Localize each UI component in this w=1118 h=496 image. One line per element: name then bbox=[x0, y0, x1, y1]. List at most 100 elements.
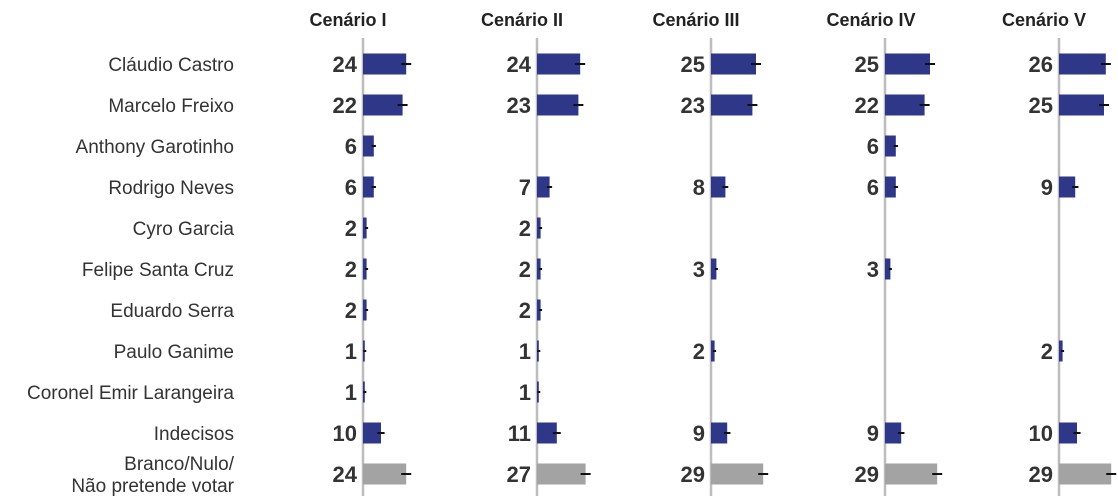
data-label: 22 bbox=[855, 93, 879, 118]
data-label: 1 bbox=[345, 380, 357, 405]
data-label: 8 bbox=[693, 175, 705, 200]
scenario-header: Cenário I bbox=[309, 10, 386, 30]
bar bbox=[363, 463, 407, 485]
bar bbox=[1059, 422, 1077, 444]
bar bbox=[537, 217, 541, 239]
data-label: 1 bbox=[519, 380, 531, 405]
bar bbox=[537, 176, 550, 198]
bar bbox=[885, 258, 891, 280]
scenario-header: Cenário II bbox=[481, 10, 563, 30]
data-label: 2 bbox=[519, 298, 531, 323]
row-label-line: Branco/Nulo/ bbox=[124, 454, 235, 475]
data-label: 27 bbox=[507, 462, 531, 487]
data-label: 24 bbox=[333, 462, 358, 487]
data-label: 3 bbox=[693, 257, 705, 282]
row-label: Cyro Garcia bbox=[133, 219, 235, 240]
bar bbox=[363, 422, 381, 444]
bar bbox=[885, 135, 896, 157]
bar bbox=[363, 135, 374, 157]
data-label: 10 bbox=[333, 421, 357, 446]
row-label: Cláudio Castro bbox=[108, 55, 234, 76]
data-label: 2 bbox=[345, 216, 357, 241]
scenario-header: Cenário III bbox=[652, 10, 739, 30]
data-label: 9 bbox=[693, 421, 705, 446]
scenario-header: Cenário V bbox=[1002, 10, 1086, 30]
row-label: Indecisos bbox=[154, 424, 234, 445]
bar bbox=[1059, 340, 1063, 362]
data-label: 25 bbox=[855, 52, 879, 77]
data-label: 29 bbox=[681, 462, 705, 487]
data-label: 6 bbox=[345, 175, 357, 200]
row-label: Eduardo Serra bbox=[110, 301, 234, 322]
bar bbox=[885, 53, 930, 75]
data-label: 23 bbox=[681, 93, 705, 118]
row-label: Rodrigo Neves bbox=[108, 178, 234, 199]
bar bbox=[363, 258, 367, 280]
bar bbox=[537, 94, 579, 116]
bar bbox=[711, 463, 764, 485]
data-label: 7 bbox=[519, 175, 531, 200]
data-label: 2 bbox=[693, 339, 705, 364]
data-label: 24 bbox=[507, 52, 532, 77]
bar bbox=[885, 94, 925, 116]
data-label: 2 bbox=[345, 298, 357, 323]
bar bbox=[363, 94, 403, 116]
bar bbox=[885, 422, 902, 444]
data-label: 29 bbox=[1029, 462, 1053, 487]
data-label: 11 bbox=[508, 421, 531, 446]
bar bbox=[711, 94, 753, 116]
data-label: 22 bbox=[333, 93, 357, 118]
bar bbox=[711, 53, 756, 75]
data-label: 1 bbox=[345, 339, 357, 364]
data-label: 29 bbox=[855, 462, 879, 487]
data-label: 2 bbox=[1041, 339, 1053, 364]
data-label: 2 bbox=[345, 257, 357, 282]
data-label: 25 bbox=[681, 52, 705, 77]
bar bbox=[711, 176, 726, 198]
data-label: 9 bbox=[1041, 175, 1053, 200]
row-label: Marcelo Freixo bbox=[108, 96, 234, 117]
row-label: Branco/Nulo/Não pretende votar bbox=[71, 454, 234, 496]
row-label: Coronel Emir Larangeira bbox=[27, 383, 234, 404]
data-label: 24 bbox=[333, 52, 358, 77]
bar bbox=[363, 53, 407, 75]
bar bbox=[537, 53, 581, 75]
data-label: 2 bbox=[519, 216, 531, 241]
scenario-header: Cenário IV bbox=[826, 10, 915, 30]
row-label-line: Não pretende votar bbox=[71, 476, 234, 496]
bar bbox=[537, 463, 586, 485]
bar bbox=[537, 258, 541, 280]
bars: 2422662221110242423722211112725238329292… bbox=[333, 52, 1117, 487]
data-label: 23 bbox=[507, 93, 531, 118]
data-label: 3 bbox=[867, 257, 879, 282]
data-label: 2 bbox=[519, 257, 531, 282]
bar bbox=[363, 217, 367, 239]
data-label: 26 bbox=[1029, 52, 1053, 77]
data-label: 6 bbox=[345, 134, 357, 159]
data-label: 6 bbox=[867, 134, 879, 159]
row-label: Anthony Garotinho bbox=[76, 137, 234, 158]
scenario-headers: Cenário I Cenário II Cenário III Cenário IV… bbox=[309, 10, 1086, 30]
data-label: 1 bbox=[519, 339, 531, 364]
data-label: 10 bbox=[1029, 421, 1053, 446]
row-label: Paulo Ganime bbox=[114, 342, 234, 363]
bar bbox=[363, 299, 367, 321]
row-label: Felipe Santa Cruz bbox=[82, 260, 234, 281]
data-label: 6 bbox=[867, 175, 879, 200]
bar bbox=[363, 176, 374, 198]
bar bbox=[1059, 94, 1104, 116]
bar bbox=[1059, 53, 1106, 75]
bar bbox=[1059, 463, 1112, 485]
bar bbox=[537, 299, 541, 321]
bar bbox=[885, 463, 938, 485]
bar bbox=[1059, 176, 1076, 198]
bar bbox=[537, 422, 557, 444]
bar bbox=[711, 258, 717, 280]
data-label: 25 bbox=[1029, 93, 1053, 118]
data-label: 9 bbox=[867, 421, 879, 446]
row-labels: Cláudio Castro Marcelo Freixo Anthony Garo… bbox=[27, 55, 235, 496]
bar bbox=[711, 340, 715, 362]
bar bbox=[711, 422, 728, 444]
bar bbox=[885, 176, 896, 198]
